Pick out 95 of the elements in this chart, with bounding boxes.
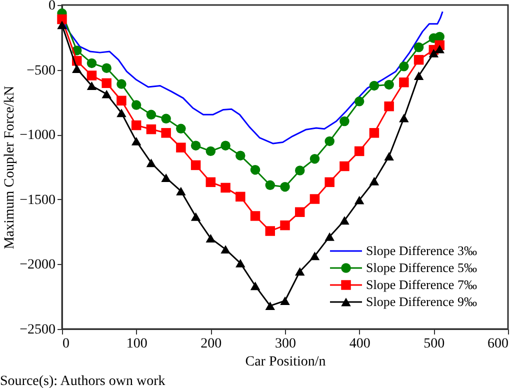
point	[384, 80, 394, 90]
point	[434, 32, 444, 42]
y-tick-label: −500	[26, 63, 56, 78]
point	[131, 100, 142, 110]
point	[57, 20, 67, 30]
x-tick-label: 400	[349, 336, 370, 352]
point	[340, 161, 350, 172]
point	[86, 58, 97, 68]
point	[176, 124, 186, 134]
point	[176, 142, 186, 152]
point	[116, 108, 126, 118]
point	[102, 63, 112, 73]
point	[206, 234, 216, 242]
legend-label: Slope Difference 3‰	[366, 243, 477, 258]
point	[428, 48, 439, 58]
x-tick-label: 200	[200, 336, 222, 352]
point	[102, 90, 112, 98]
x-axis-title: Car Position/n	[245, 354, 326, 370]
point	[102, 78, 112, 88]
y-axis-title: Maximum Coupler Force/kN	[2, 86, 18, 250]
y-tick-label: −2000	[20, 258, 56, 273]
point	[324, 232, 334, 241]
point	[220, 182, 230, 193]
legend-label: Slope Difference 5‰	[366, 260, 477, 275]
point	[354, 146, 364, 156]
point	[131, 136, 142, 146]
point	[146, 110, 156, 120]
legend-label: Slope Difference 9‰	[366, 294, 477, 309]
y-tick-label: −1000	[20, 128, 56, 144]
point	[206, 177, 216, 188]
point	[384, 101, 394, 112]
point	[220, 140, 230, 150]
point	[146, 124, 156, 134]
point	[354, 96, 364, 106]
point	[72, 64, 82, 73]
point	[340, 116, 350, 126]
point	[414, 54, 424, 65]
point	[265, 226, 276, 236]
point	[340, 216, 350, 225]
point	[399, 62, 409, 72]
point	[434, 44, 444, 54]
point	[131, 120, 142, 130]
point	[280, 182, 290, 192]
point	[354, 196, 364, 204]
y-tick-label: −2500	[20, 322, 56, 338]
point	[250, 211, 260, 221]
point	[310, 252, 320, 260]
point	[161, 174, 171, 182]
point	[220, 245, 230, 254]
x-tick-label: 0	[62, 336, 70, 352]
point	[399, 78, 409, 88]
point	[280, 220, 290, 230]
point	[310, 154, 320, 164]
point	[250, 164, 260, 175]
point	[206, 146, 216, 156]
point	[190, 212, 201, 221]
legend-label: Slope Difference 7‰	[366, 277, 477, 292]
x-tick-label: 500	[424, 336, 445, 352]
point	[116, 96, 126, 106]
point	[146, 158, 156, 168]
point	[294, 166, 305, 176]
point	[324, 136, 334, 146]
point	[86, 82, 97, 90]
point	[265, 302, 276, 310]
x-tick-label: 600	[488, 336, 508, 352]
point	[399, 114, 409, 122]
point	[176, 186, 186, 196]
point	[161, 114, 171, 124]
point	[161, 128, 171, 138]
point	[294, 267, 305, 276]
point	[236, 192, 246, 202]
point	[190, 140, 201, 150]
point	[369, 176, 380, 186]
point	[57, 14, 67, 24]
y-tick-label: 0	[48, 0, 56, 14]
point	[324, 177, 334, 188]
y-tick-label: −1500	[20, 192, 56, 208]
point	[250, 282, 260, 290]
point	[414, 42, 424, 52]
point	[86, 70, 97, 80]
point	[236, 258, 246, 268]
x-tick-label: 300	[275, 336, 296, 352]
x-tick-label: 100	[126, 336, 148, 352]
point	[384, 152, 394, 160]
point	[190, 160, 201, 170]
point	[414, 72, 424, 80]
point	[294, 207, 305, 217]
point	[280, 296, 290, 305]
point	[265, 180, 276, 190]
point	[116, 79, 126, 89]
point	[236, 150, 246, 160]
source-note: Source(s): Authors own work	[0, 374, 166, 388]
point	[369, 80, 380, 91]
point	[310, 194, 320, 204]
point	[369, 128, 380, 138]
